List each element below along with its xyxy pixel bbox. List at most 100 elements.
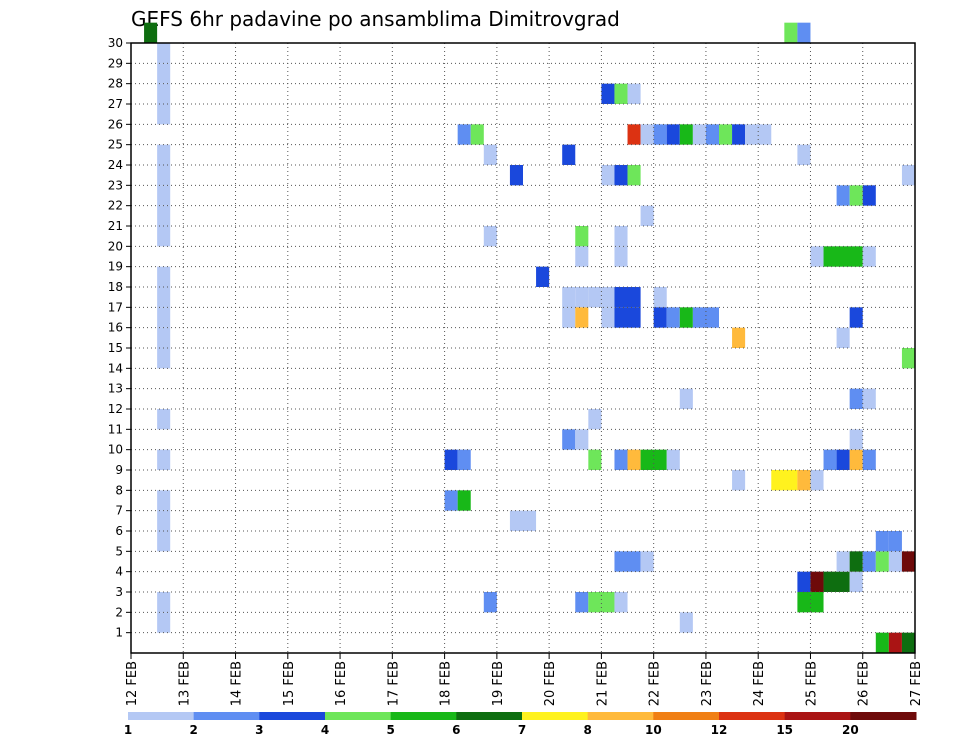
precip-cell — [823, 449, 837, 470]
y-tick-label: 11 — [108, 422, 123, 436]
gridlines — [131, 42, 915, 653]
precip-cell — [849, 185, 863, 206]
precip-cell — [797, 22, 811, 43]
y-tick-label: 10 — [108, 443, 123, 457]
precip-cell — [444, 490, 458, 511]
precip-cell — [157, 348, 171, 369]
y-tick-label: 20 — [108, 239, 123, 253]
legend-swatch — [325, 712, 392, 720]
legend-label: 10 — [645, 723, 662, 737]
precip-cell — [575, 307, 589, 328]
precip-cell — [157, 287, 171, 308]
precip-cell — [614, 449, 628, 470]
precip-cell — [575, 592, 589, 613]
precip-cell — [483, 226, 497, 247]
precip-cell — [849, 429, 863, 450]
x-tick-label: 17 FEB — [386, 661, 401, 706]
legend-swatch — [456, 712, 523, 720]
precip-cell — [627, 449, 641, 470]
y-tick-label: 13 — [108, 382, 123, 396]
precip-cell — [614, 307, 641, 328]
y-tick-label: 19 — [108, 260, 123, 274]
precip-cell — [157, 144, 171, 165]
precip-cell — [157, 165, 171, 186]
precip-cell — [875, 632, 889, 653]
precip-cell — [614, 226, 628, 247]
precip-cell — [588, 592, 615, 613]
precip-cell — [836, 449, 850, 470]
precip-cell — [810, 470, 824, 491]
precip-cell — [614, 592, 628, 613]
precip-cell — [679, 307, 693, 328]
precip-cell — [836, 327, 850, 348]
y-tick-label: 12 — [108, 402, 123, 416]
precip-cell — [157, 83, 171, 104]
y-tick-label: 22 — [108, 199, 123, 213]
chart-title: GEFS 6hr padavine po ansamblima Dimitrov… — [131, 7, 620, 31]
legend-swatch — [390, 712, 457, 720]
legend-swatch — [587, 712, 654, 720]
precip-cell — [614, 83, 628, 104]
precip-cell — [157, 63, 171, 84]
precip-cell — [157, 226, 171, 247]
precip-cell — [732, 124, 746, 145]
x-tick-label: 20 FEB — [543, 661, 558, 706]
precip-cell — [901, 348, 915, 369]
precip-cell — [901, 165, 915, 186]
precip-cell — [575, 429, 589, 450]
precip-cell — [888, 632, 902, 653]
precip-cell — [470, 124, 484, 145]
precip-cell — [862, 388, 876, 409]
precip-cell — [575, 287, 589, 308]
legend-swatch — [128, 712, 195, 720]
precip-cell — [588, 287, 602, 308]
precip-cell — [614, 551, 641, 572]
precip-cell — [666, 449, 680, 470]
x-tick-label: 24 FEB — [752, 661, 767, 706]
x-tick-label: 19 FEB — [491, 661, 506, 706]
precip-cell — [601, 307, 615, 328]
y-tick-label: 14 — [108, 361, 123, 375]
legend-label: 15 — [776, 723, 793, 737]
precip-cell — [862, 449, 876, 470]
precip-cell — [457, 449, 471, 470]
x-tick-label: 27 FEB — [909, 661, 924, 706]
precip-cell — [157, 104, 171, 125]
precip-cell — [157, 205, 171, 226]
x-tick-label: 13 FEB — [177, 661, 192, 706]
legend-label: 20 — [842, 723, 859, 737]
precip-cell — [679, 388, 693, 409]
precip-cell — [862, 185, 876, 206]
precip-cell — [888, 531, 902, 552]
precip-cell — [771, 470, 798, 491]
precip-cell — [901, 551, 915, 572]
legend-label: 6 — [452, 723, 460, 737]
precip-cell — [157, 327, 171, 348]
y-tick-label: 8 — [115, 483, 123, 497]
precip-cell — [614, 165, 628, 186]
legend-swatch — [522, 712, 589, 720]
precip-cell — [705, 124, 719, 145]
precip-cell — [601, 83, 615, 104]
precip-cell — [614, 287, 641, 308]
precip-cell — [157, 592, 171, 613]
precip-cell — [719, 124, 733, 145]
precip-cell — [849, 307, 863, 328]
precip-cell — [157, 531, 171, 552]
x-tick-label: 26 FEB — [857, 661, 872, 706]
precip-cell — [745, 124, 772, 145]
legend-swatch — [653, 712, 720, 720]
y-tick-label: 25 — [108, 138, 123, 152]
precip-cell — [483, 592, 497, 613]
precip-cell — [653, 124, 667, 145]
y-tick-label: 3 — [115, 585, 123, 599]
x-tick-label: 18 FEB — [439, 661, 454, 706]
x-tick-label: 23 FEB — [700, 661, 715, 706]
precip-cell — [614, 246, 628, 267]
precip-cell — [679, 612, 693, 633]
precip-cell — [797, 470, 811, 491]
precip-cell — [732, 327, 746, 348]
x-tick-label: 12 FEB — [125, 661, 140, 706]
y-tick-label: 9 — [115, 463, 123, 477]
